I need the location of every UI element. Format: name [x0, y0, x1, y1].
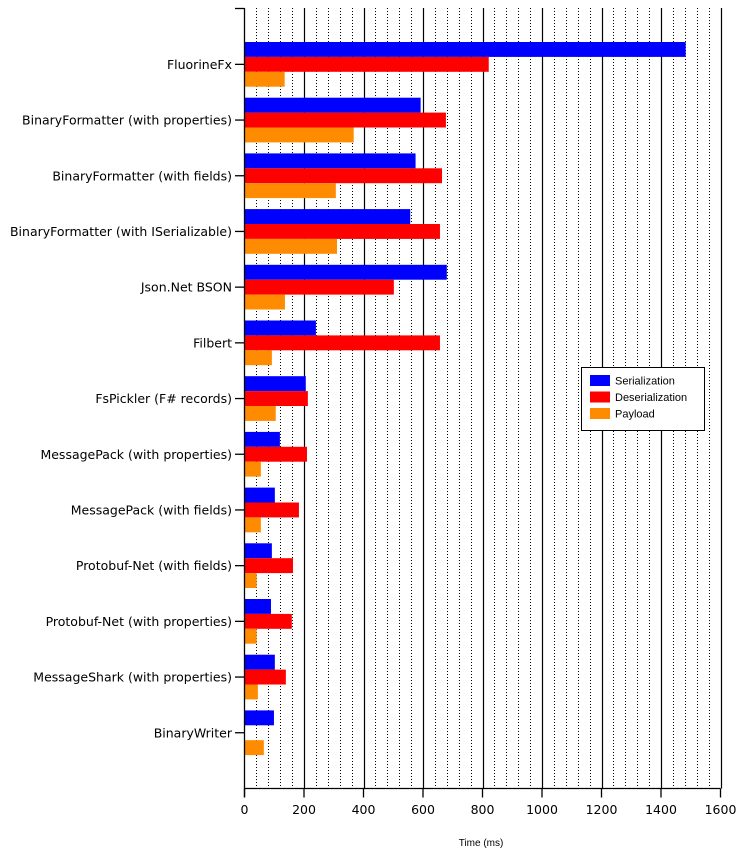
bar-deserialization [244, 112, 446, 128]
category-label: Filbert [193, 335, 232, 350]
bar-deserialization [244, 558, 293, 574]
x-tick-label: 1400 [645, 802, 677, 817]
category-label: BinaryFormatter (with fields) [52, 168, 232, 183]
bar-deserialization [244, 613, 292, 629]
bar-payload [244, 350, 272, 366]
legend-label-payload: Payload [615, 409, 655, 421]
bar-payload [244, 238, 338, 254]
category-label: Json.Net BSON [140, 280, 232, 295]
category-labels: FluorineFx BinaryFormatter (with properti… [10, 57, 233, 740]
bar-serialization [244, 97, 421, 113]
bar-serialization [244, 543, 272, 559]
x-tick-label: 1600 [705, 802, 736, 817]
bar-deserialization [244, 279, 394, 295]
bar-serialization [244, 431, 280, 447]
bar-serialization [244, 42, 686, 57]
bar-serialization [244, 209, 411, 224]
x-tick-label: 200 [292, 802, 316, 817]
bar-payload [244, 127, 354, 143]
bar-serialization [244, 599, 271, 614]
x-tick-label: 0 [241, 802, 249, 817]
bar-deserialization [244, 168, 443, 184]
bar-payload [244, 684, 258, 700]
bar-serialization [244, 153, 416, 169]
bar-payload [244, 740, 264, 756]
bar-deserialization [244, 56, 489, 72]
bar-deserialization [244, 502, 299, 518]
category-label: Protobuf-Net (with properties) [46, 614, 232, 629]
bar-payload [244, 294, 285, 310]
category-label: FsPickler (F# records) [95, 391, 232, 406]
bar-serialization [244, 654, 275, 670]
bar-deserialization [244, 669, 286, 685]
x-tick-label: 1000 [526, 802, 558, 817]
bar-deserialization [244, 224, 440, 239]
category-label: MessagePack (with fields) [71, 502, 232, 517]
category-label: MessagePack (with properties) [40, 447, 232, 462]
bar-payload [244, 71, 285, 87]
category-label: Protobuf-Net (with fields) [76, 558, 232, 573]
legend-swatch-serialization [590, 375, 610, 386]
bar-serialization [244, 487, 275, 503]
bar-payload [244, 461, 261, 477]
bar-serialization [244, 710, 274, 726]
legend-swatch-payload [590, 408, 610, 419]
bar-payload [244, 183, 336, 199]
bar-deserialization [244, 335, 440, 351]
x-tick-label: 1200 [586, 802, 618, 817]
legend-label-deserialization: Deserialization [615, 392, 687, 404]
bar-payload [244, 406, 276, 421]
bars-layer [244, 42, 686, 756]
bar-payload [244, 628, 257, 644]
category-label: BinaryFormatter (with ISerializable) [10, 224, 232, 239]
bar-serialization [244, 376, 306, 392]
x-tick-label: 400 [352, 802, 376, 817]
legend-swatch-deserialization [590, 391, 610, 403]
category-label: BinaryWriter [154, 725, 233, 740]
legend: Serialization Deserialization Payload [581, 367, 705, 431]
axes-layer [235, 7, 722, 798]
category-label: MessageShark (with properties) [33, 670, 232, 685]
x-axis-title: Time (ms) [459, 838, 504, 849]
category-label: BinaryFormatter (with properties) [22, 113, 232, 128]
bar-payload [244, 573, 257, 588]
x-tick-label: 600 [411, 802, 435, 817]
bar-deserialization [244, 391, 308, 406]
bar-serialization [244, 320, 316, 336]
bar-deserialization [244, 446, 307, 462]
bar-payload [244, 517, 261, 533]
bar-serialization [244, 264, 447, 280]
category-label: FluorineFx [167, 57, 232, 72]
legend-label-serialization: Serialization [615, 376, 675, 388]
x-tick-label: 800 [471, 802, 495, 817]
x-tick-labels: 0 200 400 600 800 1000 1200 1400 1600 [241, 802, 736, 817]
